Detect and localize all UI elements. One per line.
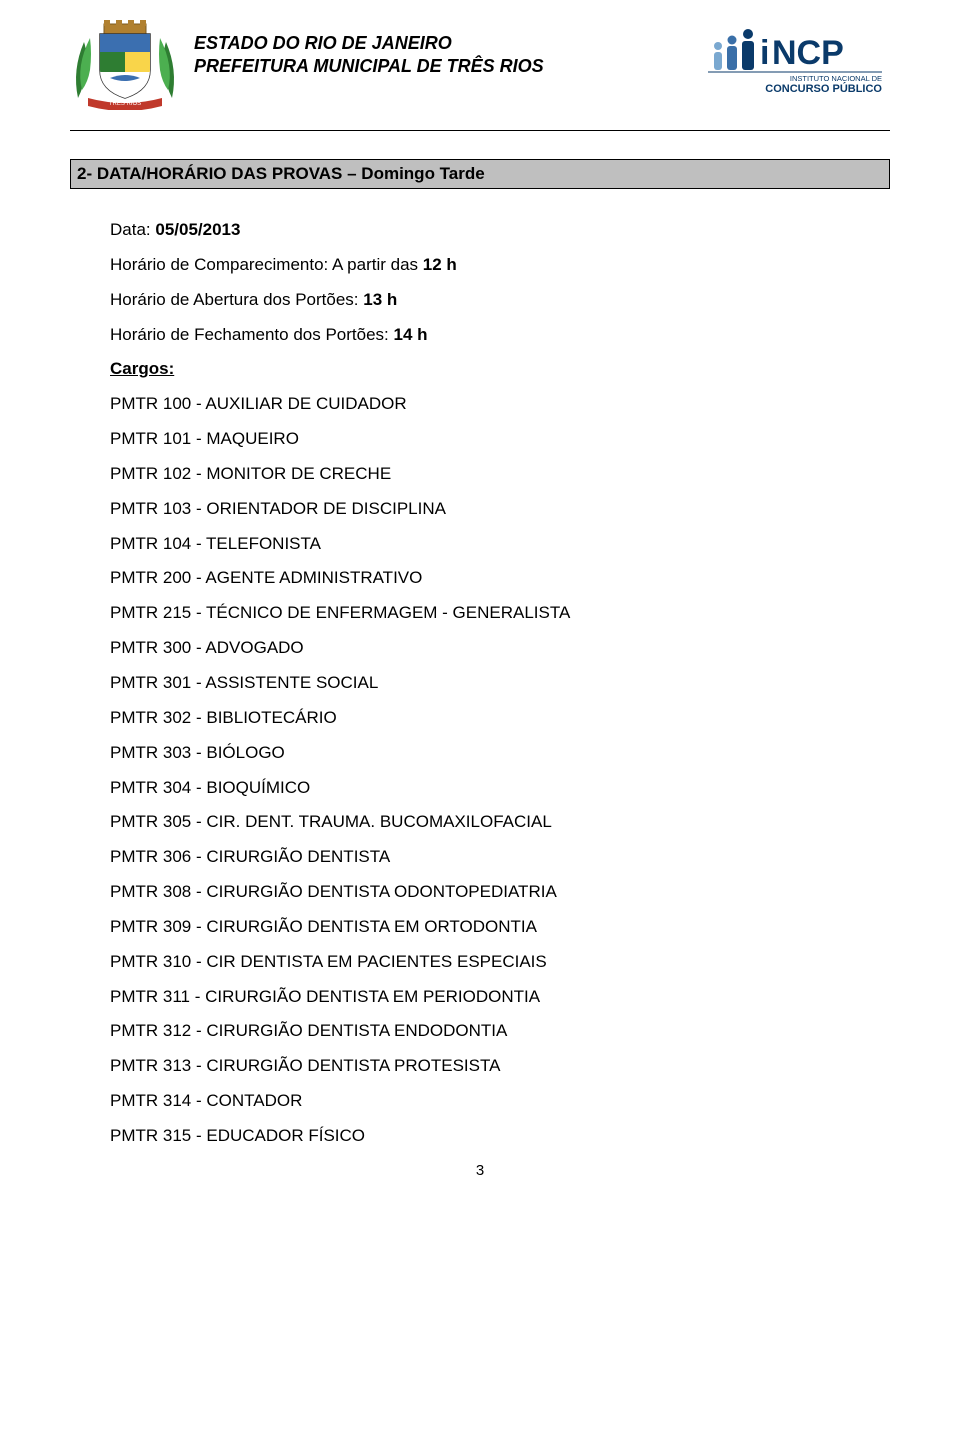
header-divider	[70, 130, 890, 131]
cargo-item: PMTR 305 - CIR. DENT. TRAUMA. BUCOMAXILO…	[110, 805, 890, 840]
cargos-list: PMTR 100 - AUXILIAR DE CUIDADOR PMTR 101…	[110, 387, 890, 1154]
incp-logo-icon: i NCP INSTITUTO NACIONAL DE CONCURSO PÚB…	[700, 26, 890, 96]
cargos-label: Cargos:	[110, 352, 890, 387]
cargo-item: PMTR 308 - CIRURGIÃO DENTISTA ODONTOPEDI…	[110, 875, 890, 910]
info-comparecimento-label: Horário de Comparecimento: A partir das	[110, 255, 423, 274]
svg-text:NCP: NCP	[772, 34, 844, 72]
cargo-item: PMTR 102 - MONITOR DE CRECHE	[110, 457, 890, 492]
cargo-item: PMTR 312 - CIRURGIÃO DENTISTA ENDODONTIA	[110, 1014, 890, 1049]
cargo-item: PMTR 215 - TÉCNICO DE ENFERMAGEM - GENER…	[110, 596, 890, 631]
cargo-item: PMTR 101 - MAQUEIRO	[110, 422, 890, 457]
cargo-item: PMTR 302 - BIBLIOTECÁRIO	[110, 701, 890, 736]
info-abertura: Horário de Abertura dos Portões: 13 h	[110, 283, 890, 318]
info-fechamento-label: Horário de Fechamento dos Portões:	[110, 325, 393, 344]
header-title-block: ESTADO DO RIO DE JANEIRO PREFEITURA MUNI…	[194, 20, 686, 77]
cargo-item: PMTR 100 - AUXILIAR DE CUIDADOR	[110, 387, 890, 422]
info-abertura-value: 13 h	[363, 290, 397, 309]
svg-text:TRÊS RIOS: TRÊS RIOS	[109, 99, 141, 107]
body-content: Data: 05/05/2013 Horário de Comparecimen…	[70, 189, 890, 1154]
cargo-item: PMTR 315 - EDUCADOR FÍSICO	[110, 1119, 890, 1154]
info-fechamento-value: 14 h	[393, 325, 427, 344]
cargo-item: PMTR 311 - CIRURGIÃO DENTISTA EM PERIODO…	[110, 980, 890, 1015]
info-data-value: 05/05/2013	[155, 220, 240, 239]
cargo-item: PMTR 309 - CIRURGIÃO DENTISTA EM ORTODON…	[110, 910, 890, 945]
page-number: 3	[70, 1162, 890, 1179]
cargo-item: PMTR 301 - ASSISTENTE SOCIAL	[110, 666, 890, 701]
header-line-1: ESTADO DO RIO DE JANEIRO	[194, 32, 686, 55]
cargo-item: PMTR 103 - ORIENTADOR DE DISCIPLINA	[110, 492, 890, 527]
cargo-item: PMTR 310 - CIR DENTISTA EM PACIENTES ESP…	[110, 945, 890, 980]
info-abertura-label: Horário de Abertura dos Portões:	[110, 290, 363, 309]
cargo-item: PMTR 306 - CIRURGIÃO DENTISTA	[110, 840, 890, 875]
cargo-item: PMTR 300 - ADVOGADO	[110, 631, 890, 666]
info-comparecimento-value: 12 h	[423, 255, 457, 274]
header-line-2: PREFEITURA MUNICIPAL DE TRÊS RIOS	[194, 55, 686, 78]
cargo-item: PMTR 304 - BIOQUÍMICO	[110, 771, 890, 806]
cargo-item: PMTR 314 - CONTADOR	[110, 1084, 890, 1119]
info-data: Data: 05/05/2013	[110, 213, 890, 248]
info-comparecimento: Horário de Comparecimento: A partir das …	[110, 248, 890, 283]
cargo-item: PMTR 313 - CIRURGIÃO DENTISTA PROTESISTA	[110, 1049, 890, 1084]
svg-text:INSTITUTO NACIONAL DE: INSTITUTO NACIONAL DE	[790, 74, 882, 83]
cargo-item: PMTR 200 - AGENTE ADMINISTRATIVO	[110, 561, 890, 596]
document-page: TRÊS RIOS ESTADO DO RIO DE JANEIRO PREFE…	[0, 0, 960, 1209]
svg-text:CONCURSO PÚBLICO: CONCURSO PÚBLICO	[765, 82, 882, 95]
svg-text:i: i	[760, 34, 769, 72]
document-header: TRÊS RIOS ESTADO DO RIO DE JANEIRO PREFE…	[70, 20, 890, 110]
section-title-text: 2- DATA/HORÁRIO DAS PROVAS – Domingo Tar…	[77, 164, 485, 183]
section-title-bar: 2- DATA/HORÁRIO DAS PROVAS – Domingo Tar…	[70, 159, 890, 189]
cargo-item: PMTR 303 - BIÓLOGO	[110, 736, 890, 771]
info-fechamento: Horário de Fechamento dos Portões: 14 h	[110, 318, 890, 353]
municipal-crest-icon: TRÊS RIOS	[70, 20, 180, 110]
cargo-item: PMTR 104 - TELEFONISTA	[110, 527, 890, 562]
info-data-label: Data:	[110, 220, 155, 239]
